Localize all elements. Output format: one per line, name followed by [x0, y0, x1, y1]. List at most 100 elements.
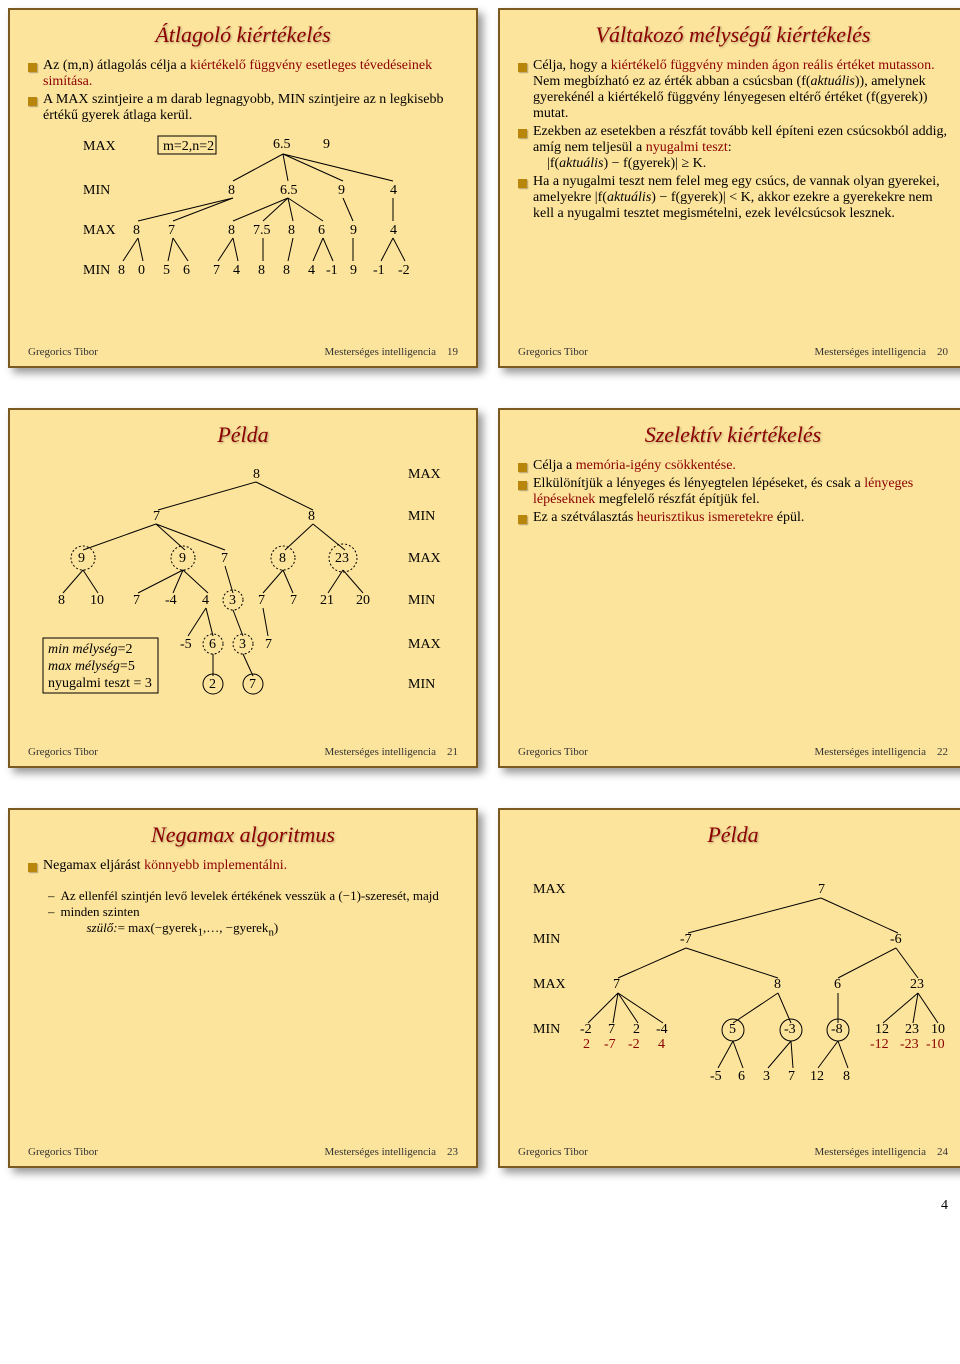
bullet: A MAX szintjeire a m darab legnagyobb, M…	[28, 92, 458, 124]
svg-text:20: 20	[356, 593, 370, 608]
svg-text:0: 0	[138, 263, 145, 278]
svg-text:MAX: MAX	[408, 551, 441, 566]
course: Mesterséges intelligencia	[815, 1146, 927, 1158]
svg-text:7: 7	[613, 977, 620, 992]
slide-title: Átlagoló kiértékelés	[28, 22, 458, 48]
svg-text:10: 10	[931, 1022, 945, 1037]
sub-bullet-text: minden szinten szülő:= max(−gyerek1,…, −…	[61, 904, 279, 939]
svg-text:3: 3	[239, 637, 246, 652]
svg-text:MAX: MAX	[533, 977, 566, 992]
svg-text:7: 7	[249, 677, 256, 692]
svg-text:MIN: MIN	[83, 263, 110, 278]
bullet-text: Negamax eljárást könnyebb implementálni.	[43, 858, 287, 874]
slide-number: 20	[937, 346, 948, 358]
svg-text:23: 23	[910, 977, 924, 992]
svg-text:5: 5	[729, 1022, 736, 1037]
svg-text:8: 8	[279, 551, 286, 566]
svg-text:12: 12	[875, 1022, 889, 1037]
svg-text:7.5: 7.5	[253, 223, 271, 238]
svg-text:8: 8	[118, 263, 125, 278]
svg-text:4: 4	[308, 263, 315, 278]
svg-text:2: 2	[209, 677, 216, 692]
svg-text:MAX: MAX	[83, 139, 116, 154]
tree-diagram: MAX MIN MAX MIN MAX MIN 8 7 8 9 9 7 8	[28, 458, 458, 738]
bullet: Célja a memória-igény csökkentése.	[518, 458, 948, 474]
slide-number: 22	[937, 746, 948, 758]
svg-text:m=2,n=2: m=2,n=2	[163, 139, 214, 154]
svg-text:MAX: MAX	[408, 637, 441, 652]
svg-text:MAX: MAX	[83, 223, 116, 238]
svg-text:7: 7	[168, 223, 175, 238]
svg-text:23: 23	[335, 551, 349, 566]
bullet-icon	[28, 63, 37, 72]
slide-title: Példa	[518, 822, 948, 848]
slide-19: Átlagoló kiértékelés Az (m,n) átlagolás …	[8, 8, 478, 368]
page-number: 4	[8, 1198, 960, 1214]
svg-text:9: 9	[350, 263, 357, 278]
svg-text:4: 4	[658, 1037, 665, 1052]
svg-text:MIN: MIN	[83, 183, 110, 198]
svg-text:6: 6	[209, 637, 216, 652]
svg-text:2: 2	[633, 1022, 640, 1037]
svg-text:7: 7	[153, 509, 160, 524]
course: Mesterséges intelligencia	[815, 346, 927, 358]
svg-text:-7: -7	[680, 932, 692, 947]
dash-icon: –	[48, 888, 55, 904]
svg-text:6: 6	[738, 1069, 745, 1084]
bullet-icon	[518, 129, 527, 138]
svg-text:4: 4	[202, 593, 209, 608]
svg-text:-5: -5	[180, 637, 192, 652]
svg-text:MAX: MAX	[533, 882, 566, 897]
svg-text:7: 7	[265, 637, 272, 652]
bullet-text: Az (m,n) átlagolás célja a kiértékelő fü…	[43, 58, 458, 90]
slide-20: Váltakozó mélységű kiértékelés Célja, ho…	[498, 8, 960, 368]
svg-text:5: 5	[163, 263, 170, 278]
svg-text:4: 4	[233, 263, 240, 278]
svg-text:4: 4	[390, 183, 397, 198]
svg-text:3: 3	[229, 593, 236, 608]
bullet-text: Elkülönítjük a lényeges és lényegtelen l…	[533, 476, 948, 508]
svg-text:-4: -4	[165, 593, 177, 608]
course: Mesterséges intelligencia	[325, 746, 437, 758]
svg-text:8: 8	[58, 593, 65, 608]
svg-text:7: 7	[788, 1069, 795, 1084]
svg-text:7: 7	[133, 593, 140, 608]
slide-21: Példa MAX MIN MAX MIN MAX MIN 8 7 8 9	[8, 408, 478, 768]
svg-text:8: 8	[258, 263, 265, 278]
slide-title: Negamax algoritmus	[28, 822, 458, 848]
svg-text:9: 9	[179, 551, 186, 566]
bullet: Célja, hogy a kiértékelő függvény minden…	[518, 58, 948, 122]
svg-text:8: 8	[843, 1069, 850, 1084]
slide-footer: Gregorics Tibor Mesterséges intelligenci…	[518, 1146, 948, 1158]
slide-22: Szelektív kiértékelés Célja a memória-ig…	[498, 408, 960, 768]
course: Mesterséges intelligencia	[325, 1146, 437, 1158]
bullet: Az (m,n) átlagolás célja a kiértékelő fü…	[28, 58, 458, 90]
sub-bullet: – minden szinten szülő:= max(−gyerek1,…,…	[48, 904, 458, 939]
sub-bullet: – Az ellenfél szintjén levő levelek érté…	[48, 888, 458, 904]
bullet-text: Célja a memória-igény csökkentése.	[533, 458, 736, 474]
slide-title: Szelektív kiértékelés	[518, 422, 948, 448]
svg-text:6: 6	[834, 977, 841, 992]
svg-text:8: 8	[774, 977, 781, 992]
svg-text:8: 8	[283, 263, 290, 278]
author: Gregorics Tibor	[518, 1146, 588, 1158]
svg-text:-23: -23	[900, 1037, 919, 1052]
svg-text:23: 23	[905, 1022, 919, 1037]
bullet: Elkülönítjük a lényeges és lényegtelen l…	[518, 476, 948, 508]
svg-text:9: 9	[350, 223, 357, 238]
slide-footer: Gregorics Tibor Mesterséges intelligenci…	[28, 346, 458, 358]
author: Gregorics Tibor	[518, 346, 588, 358]
bullet-text: Ezekben az esetekben a részfát tovább ke…	[533, 124, 948, 172]
slide-footer: Gregorics Tibor Mesterséges intelligenci…	[518, 346, 948, 358]
svg-text:-6: -6	[890, 932, 902, 947]
svg-text:7: 7	[258, 593, 265, 608]
slide-number: 24	[937, 1146, 948, 1158]
svg-text:-2: -2	[398, 263, 410, 278]
svg-text:8: 8	[228, 183, 235, 198]
slide-23: Negamax algoritmus Negamax eljárást könn…	[8, 808, 478, 1168]
dash-icon: –	[48, 904, 55, 939]
slide-footer: Gregorics Tibor Mesterséges intelligenci…	[518, 746, 948, 758]
bullet-icon	[518, 179, 527, 188]
bullet: Negamax eljárást könnyebb implementálni.	[28, 858, 458, 874]
svg-text:-4: -4	[656, 1022, 668, 1037]
